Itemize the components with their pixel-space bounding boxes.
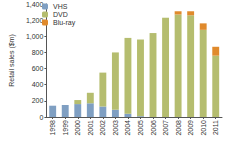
svg-text:1999: 1999 [62, 120, 69, 136]
svg-text:Retail sales ($m): Retail sales ($m) [8, 34, 16, 87]
svg-text:1,000: 1,000 [26, 33, 44, 40]
svg-text:800: 800 [32, 49, 44, 56]
svg-text:Blu-ray: Blu-ray [53, 19, 76, 27]
svg-text:2010: 2010 [200, 120, 207, 136]
svg-text:1,200: 1,200 [26, 17, 44, 24]
svg-text:2000: 2000 [74, 120, 81, 136]
svg-text:2004: 2004 [124, 120, 131, 136]
svg-text:2002: 2002 [99, 120, 106, 136]
svg-text:2009: 2009 [187, 120, 194, 136]
svg-text:2011: 2011 [212, 120, 219, 135]
svg-text:1,400: 1,400 [26, 1, 44, 8]
svg-text:2003: 2003 [112, 120, 119, 136]
svg-text:VHS: VHS [53, 3, 68, 10]
svg-text:2006: 2006 [150, 120, 157, 136]
svg-text:DVD: DVD [53, 11, 68, 18]
svg-text:1998: 1998 [49, 120, 56, 136]
svg-text:200: 200 [32, 97, 44, 104]
svg-text:2008: 2008 [175, 120, 182, 136]
svg-text:600: 600 [32, 65, 44, 72]
svg-text:0: 0 [40, 114, 44, 121]
svg-text:2005: 2005 [137, 120, 144, 136]
svg-text:2007: 2007 [162, 120, 169, 136]
svg-text:2001: 2001 [87, 120, 94, 136]
svg-text:400: 400 [32, 81, 44, 88]
